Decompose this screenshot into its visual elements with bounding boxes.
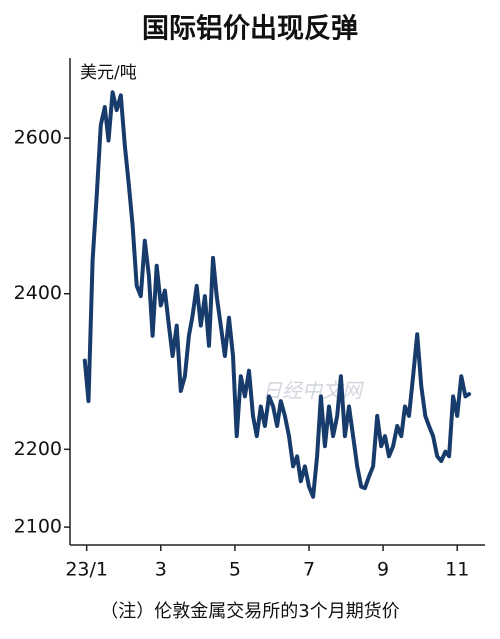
- chart-title: 国际铝价出现反弹: [142, 14, 358, 45]
- y-tick-label: 2600: [14, 127, 62, 149]
- watermark: 日经中文网: [262, 379, 365, 403]
- y-tick-label: 2400: [14, 282, 62, 304]
- y-tick-label: 2100: [14, 516, 62, 538]
- footnote: （注）伦敦金属交易所的3个月期货价: [100, 601, 399, 622]
- price-line: [82, 90, 472, 499]
- x-tick-label: 11: [445, 559, 469, 581]
- y-axis-label: 美元/吨: [80, 63, 137, 83]
- x-tick-label: 9: [377, 559, 389, 581]
- x-tick-label: 7: [303, 559, 315, 581]
- x-tick-label: 5: [229, 559, 241, 581]
- x-tick-label: 3: [155, 559, 167, 581]
- x-tick-label: 23/1: [65, 559, 108, 581]
- y-tick-label: 2200: [14, 438, 62, 460]
